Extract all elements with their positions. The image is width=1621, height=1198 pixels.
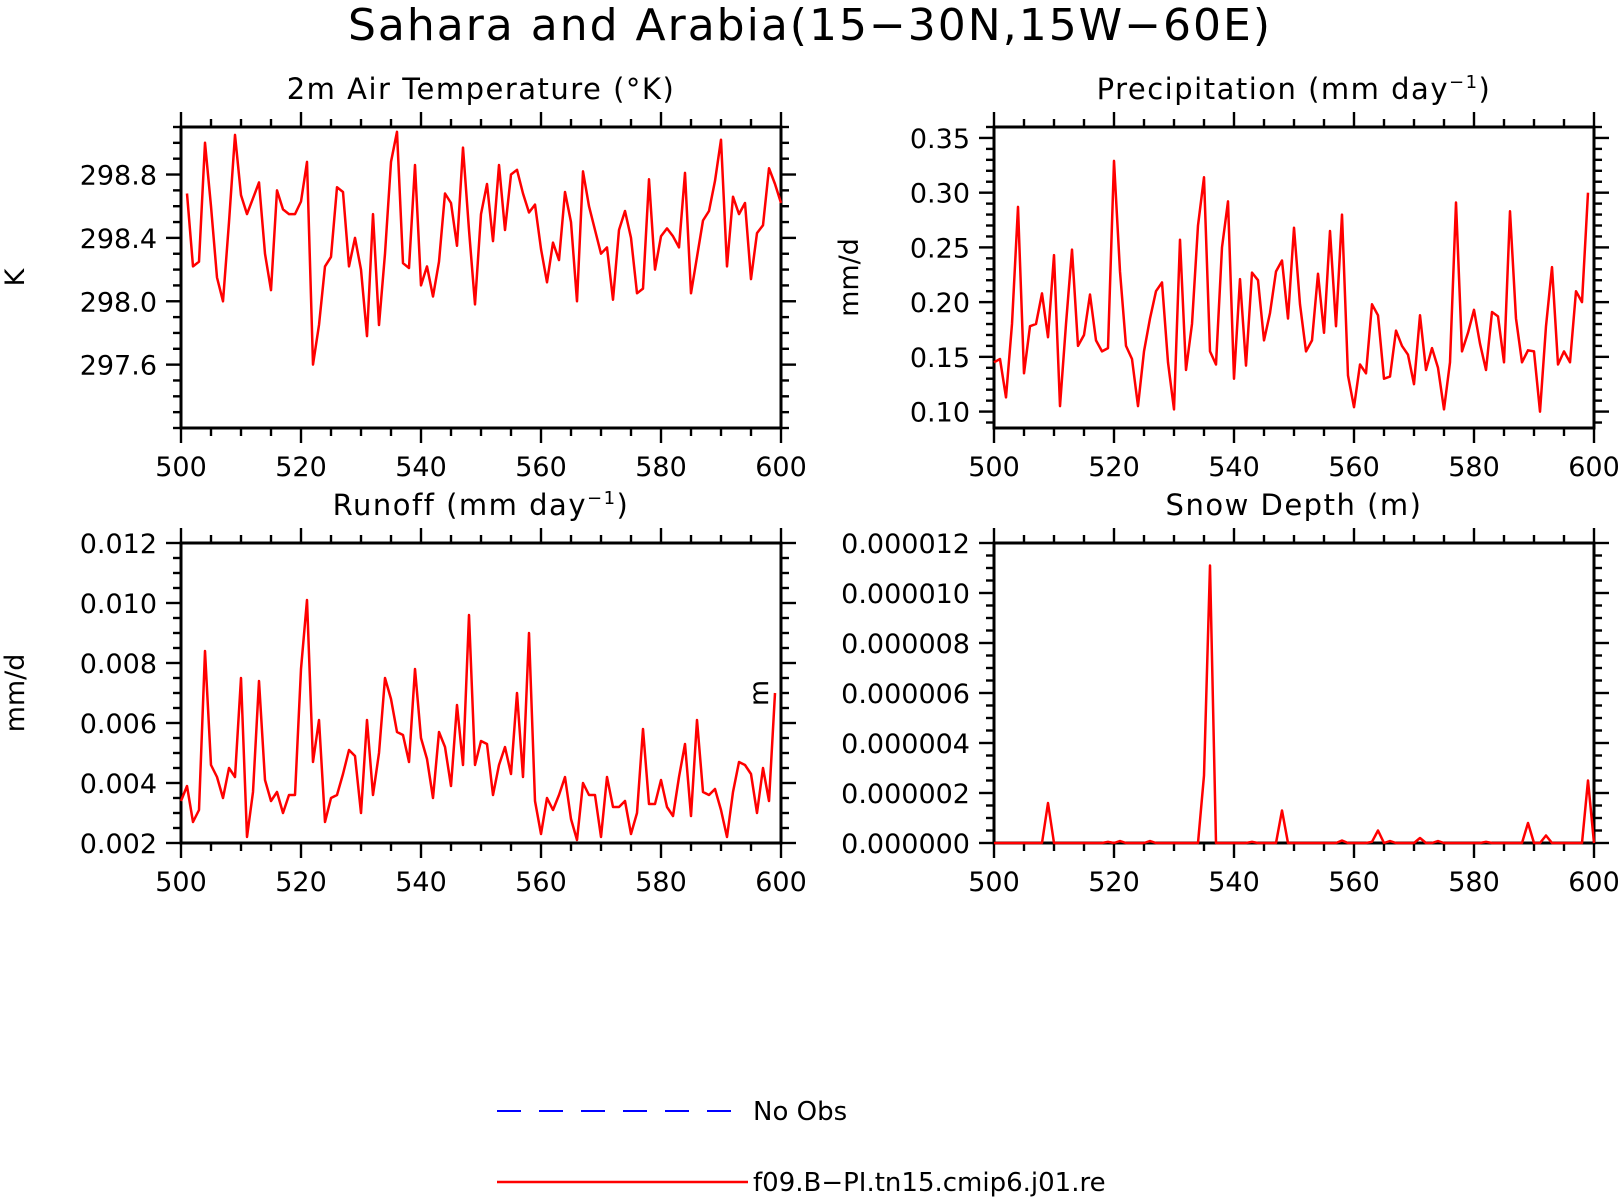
x-tick-label: 600 (755, 867, 807, 898)
x-tick-label: 500 (968, 867, 1020, 898)
x-tick-label: 500 (155, 452, 207, 483)
x-tick-label: 540 (1208, 867, 1260, 898)
legend: No Obs f09.B−PI.tn15.cmip6.j01.re (497, 1097, 1106, 1198)
y-tick-label: 0.010 (80, 589, 157, 620)
y-tick-label: 0.012 (80, 529, 157, 560)
x-tick-label: 600 (1568, 452, 1620, 483)
x-tick-label: 500 (155, 867, 207, 898)
y-tick-label: 0.000006 (841, 679, 970, 710)
x-tick-label: 600 (1568, 867, 1620, 898)
x-tick-label: 580 (635, 867, 687, 898)
legend-label-model: f09.B−PI.tn15.cmip6.j01.re (753, 1168, 1106, 1198)
y-tick-label: 0.10 (910, 398, 970, 429)
x-tick-label: 500 (968, 452, 1020, 483)
series-line (185, 130, 783, 366)
y-tick-label: 298.4 (80, 224, 157, 255)
y-tick-label: 298.8 (80, 161, 157, 192)
y-axis-label: mm/d (834, 238, 865, 317)
x-tick-label: 580 (1448, 452, 1500, 483)
plot-frame (992, 125, 1596, 430)
x-tick-label: 560 (1328, 452, 1380, 483)
y-tick-label: 0.000000 (841, 829, 970, 860)
x-tick-label: 520 (275, 452, 327, 483)
y-tick-label: 0.25 (910, 233, 970, 264)
legend-label-no-obs: No Obs (753, 1097, 847, 1127)
y-tick-label: 0.000012 (841, 529, 970, 560)
y-tick-label: 0.008 (80, 649, 157, 680)
panel-title: Precipitation (mm day−1) (1097, 72, 1492, 106)
y-tick-label: 0.000008 (841, 629, 970, 660)
panel-title: 2m Air Temperature (°K) (287, 72, 676, 106)
series-line (179, 598, 777, 842)
x-tick-label: 580 (1448, 867, 1500, 898)
y-axis-label: m (744, 680, 775, 706)
x-tick-label: 540 (1208, 452, 1260, 483)
chart-panel-4: 500 520 540 560 580 600 0.000000 0.000002 0.0000… (744, 488, 1620, 898)
panel-title: Snow Depth (m) (1166, 488, 1423, 522)
x-tick-label: 560 (515, 867, 567, 898)
chart-panel-1: 500 520 540 560 580 600 297.6 298.0 298.4 298.8 K 2… (0, 72, 807, 483)
x-tick-label: 520 (275, 867, 327, 898)
y-tick-label: 0.30 (910, 179, 970, 210)
y-tick-label: 0.000004 (841, 729, 970, 760)
plot-frame (992, 541, 1596, 845)
y-tick-label: 0.35 (910, 124, 970, 155)
x-tick-label: 580 (635, 452, 687, 483)
series-line (994, 564, 1596, 845)
y-tick-label: 0.000002 (841, 779, 970, 810)
x-tick-label: 560 (515, 452, 567, 483)
y-tick-label: 297.6 (80, 351, 157, 382)
series-line (993, 159, 1590, 413)
y-tick-label: 0.004 (80, 769, 157, 800)
y-tick-label: 298.0 (80, 287, 157, 318)
y-tick-label: 0.002 (80, 829, 157, 860)
y-tick-label: 0.006 (80, 709, 157, 740)
panel-title: Runoff (mm day−1) (333, 488, 630, 522)
y-axis-label: K (0, 267, 31, 286)
x-tick-label: 520 (1088, 452, 1140, 483)
y-tick-label: 0.000010 (841, 579, 970, 610)
x-tick-label: 600 (755, 452, 807, 483)
y-tick-label: 0.15 (910, 343, 970, 374)
y-axis-label: mm/d (0, 654, 31, 733)
y-tick-label: 0.20 (910, 288, 970, 319)
x-tick-label: 520 (1088, 867, 1140, 898)
panels: 500 520 540 560 580 600 297.6 298.0 298.4 298.8 K 2… (0, 72, 1620, 898)
chart-panel-3: 500 520 540 560 580 600 0.002 0.004 0.006 0.008 0.… (0, 488, 807, 898)
figure-title: Sahara and Arabia(15−30N,15W−60E) (348, 0, 1272, 51)
x-tick-label: 540 (395, 452, 447, 483)
chart-panel-2: 500 520 540 560 580 600 0.10 0.15 0.20 0.25 0.30 0.… (834, 72, 1620, 483)
x-tick-label: 560 (1328, 867, 1380, 898)
x-tick-label: 540 (395, 867, 447, 898)
